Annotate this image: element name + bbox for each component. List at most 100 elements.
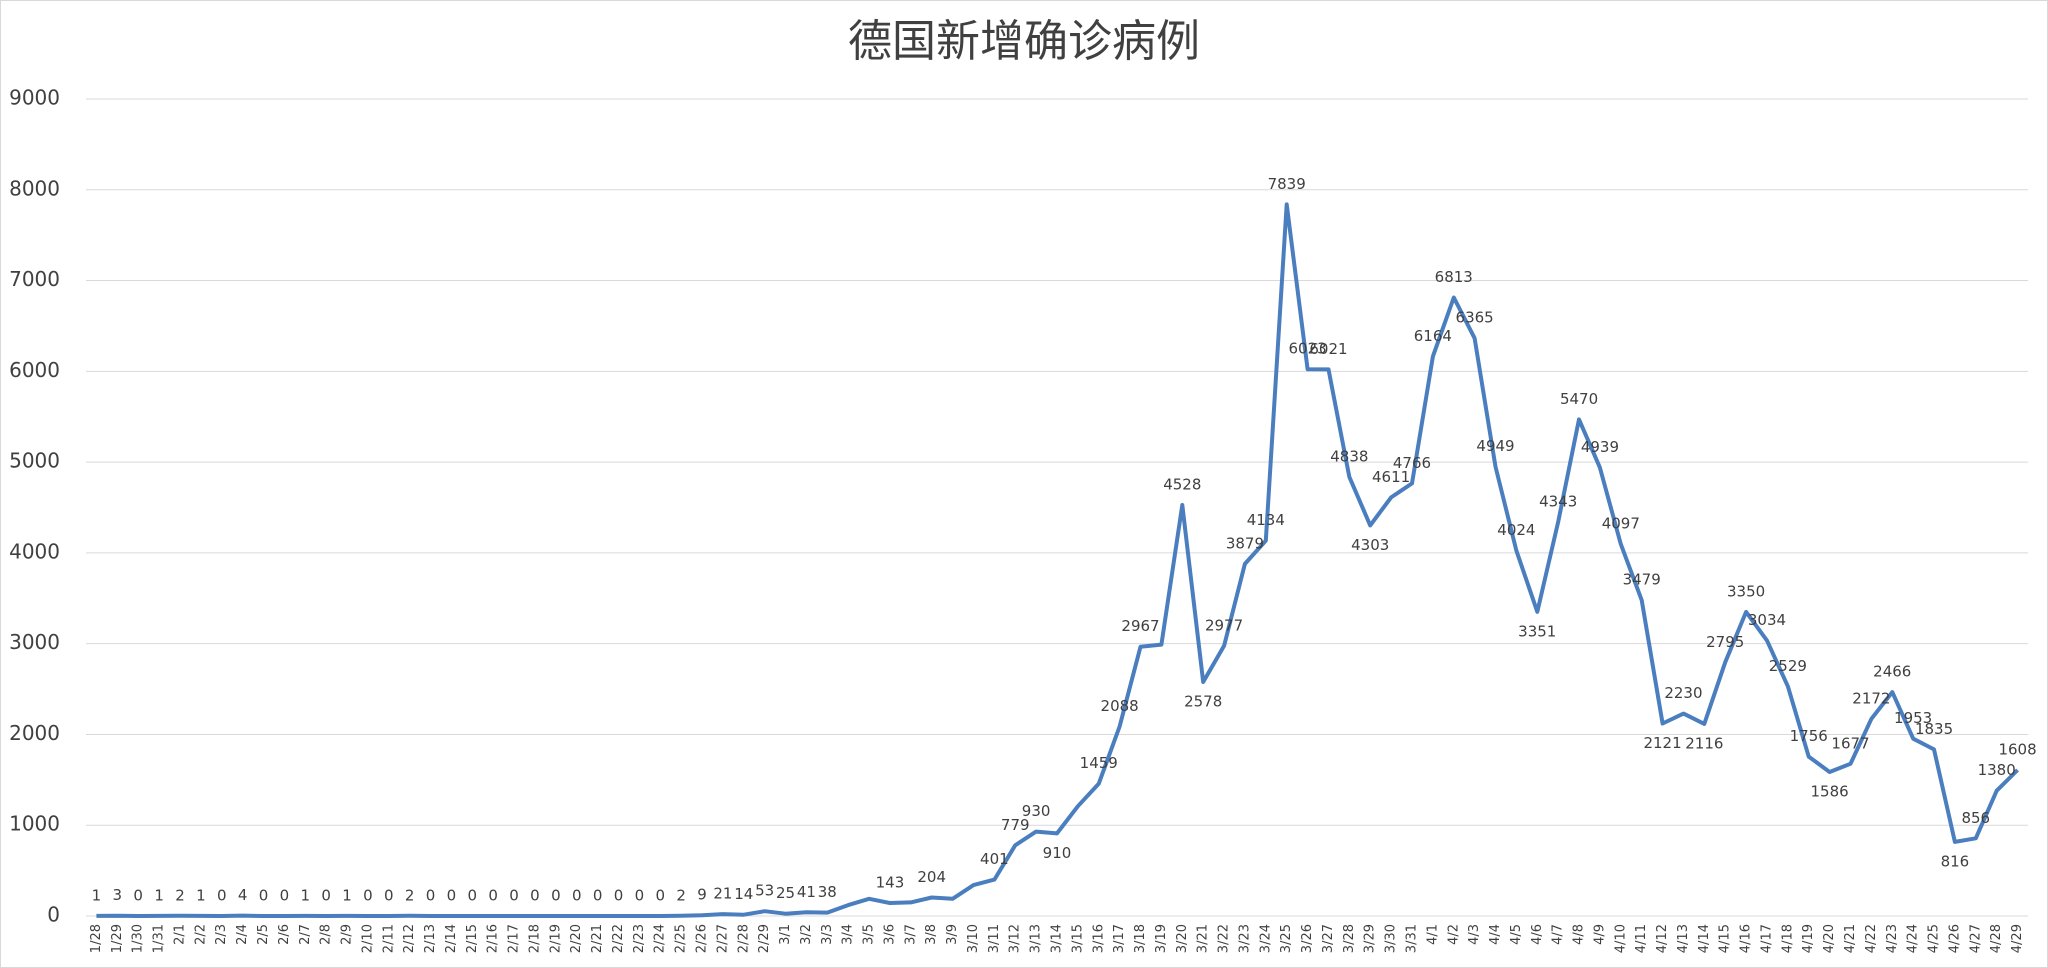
x-tick-label: 4/24 — [1906, 924, 1921, 953]
x-tick-label: 2/28 — [736, 924, 751, 953]
data-label: 38 — [818, 883, 837, 901]
data-line — [96, 202, 2020, 918]
data-label: 2 — [676, 886, 686, 904]
data-label: 930 — [1022, 802, 1051, 820]
data-label: 3351 — [1518, 622, 1556, 640]
x-tick-label: 3/19 — [1154, 924, 1169, 953]
x-tick-label: 3/10 — [966, 924, 981, 953]
x-tick-label: 4/27 — [1968, 924, 1983, 953]
x-tick-label: 2/11 — [381, 924, 396, 953]
data-label: 0 — [551, 887, 561, 905]
y-tick-label: 9000 — [9, 86, 60, 110]
data-label: 6365 — [1456, 309, 1494, 327]
x-tick-label: 3/6 — [882, 924, 897, 945]
x-tick-label: 4/11 — [1634, 924, 1649, 953]
x-tick-label: 2/26 — [695, 924, 710, 953]
x-tick-label: 3/17 — [1112, 924, 1127, 953]
data-label: 53 — [755, 882, 774, 900]
x-tick-label: 3/27 — [1321, 924, 1336, 953]
x-tick-label: 3/13 — [1029, 924, 1044, 953]
data-label: 0 — [321, 887, 331, 905]
x-tick-label: 4/1 — [1425, 924, 1440, 945]
x-tick-label: 2/16 — [486, 924, 501, 953]
x-tick-label: 3/14 — [1050, 924, 1065, 953]
data-label: 2 — [405, 886, 415, 904]
x-tick-label: 2/27 — [715, 924, 730, 953]
x-tick-label: 4/7 — [1551, 924, 1566, 945]
data-label: 0 — [426, 887, 436, 905]
data-label: 3 — [113, 886, 123, 904]
data-label: 1459 — [1080, 754, 1118, 772]
x-tick-label: 4/21 — [1843, 924, 1858, 953]
data-label: 4766 — [1393, 454, 1431, 472]
x-tick-label: 3/5 — [862, 924, 877, 945]
data-label: 2172 — [1852, 689, 1890, 707]
x-tick-label: 3/28 — [1342, 924, 1357, 953]
data-label: 0 — [530, 887, 540, 905]
data-label: 3479 — [1623, 571, 1661, 589]
x-tick-label: 2/21 — [590, 924, 605, 953]
data-label: 0 — [447, 887, 457, 905]
data-label: 0 — [572, 887, 582, 905]
data-label: 779 — [1001, 816, 1030, 834]
x-tick-label: 3/2 — [799, 924, 814, 945]
data-label: 816 — [1941, 852, 1970, 870]
x-tick-label: 4/4 — [1488, 924, 1503, 945]
data-label: 2977 — [1205, 616, 1243, 634]
data-label: 4343 — [1539, 492, 1577, 510]
x-tick-label: 3/31 — [1404, 924, 1419, 953]
x-tick-label: 2/8 — [319, 924, 334, 945]
x-tick-label: 3/16 — [1091, 924, 1106, 953]
x-tick-label: 3/25 — [1279, 924, 1294, 953]
x-tick-label: 2/6 — [277, 924, 292, 945]
x-tick-label: 1/30 — [131, 924, 146, 953]
data-label: 4303 — [1351, 536, 1389, 554]
data-label: 5470 — [1560, 390, 1598, 408]
data-label: 401 — [980, 850, 1009, 868]
data-label: 1953 — [1894, 709, 1932, 727]
x-tick-label: 4/23 — [1885, 924, 1900, 953]
x-tick-label: 1/31 — [152, 924, 167, 953]
data-label: 910 — [1043, 844, 1072, 862]
data-label: 4024 — [1497, 521, 1535, 539]
chart-title: 德国新增确诊病例 — [848, 16, 1200, 67]
x-tick-label: 4/5 — [1509, 924, 1524, 945]
x-tick-label: 2/23 — [632, 924, 647, 953]
x-tick-label: 3/30 — [1384, 924, 1399, 953]
x-tick-label: 3/22 — [1217, 924, 1232, 953]
data-label: 204 — [917, 868, 946, 886]
y-tick-label: 0 — [47, 903, 60, 927]
x-tick-label: 3/21 — [1196, 924, 1211, 953]
x-tick-label: 2/2 — [193, 924, 208, 945]
x-tick-label: 4/26 — [1947, 924, 1962, 953]
data-label: 4134 — [1247, 511, 1285, 529]
x-tick-label: 4/28 — [1989, 924, 2004, 953]
x-tick-label: 3/15 — [1070, 924, 1085, 953]
x-tick-label: 2/18 — [527, 924, 542, 953]
data-label: 2795 — [1706, 633, 1744, 651]
x-tick-label: 4/8 — [1572, 924, 1587, 945]
data-label: 0 — [384, 887, 394, 905]
data-label: 3879 — [1226, 534, 1264, 552]
data-label: 0 — [468, 887, 478, 905]
x-tick-label: 4/15 — [1718, 924, 1733, 953]
x-tick-label: 3/1 — [778, 924, 793, 945]
x-tick-label: 4/17 — [1759, 924, 1774, 953]
x-tick-label: 2/5 — [256, 924, 271, 945]
data-label: 4939 — [1581, 438, 1619, 456]
data-label: 41 — [797, 883, 816, 901]
x-tick-label: 2/13 — [423, 924, 438, 953]
x-tick-label: 2/12 — [402, 924, 417, 953]
data-label: 1 — [196, 886, 206, 904]
x-tick-label: 3/12 — [1008, 924, 1023, 953]
x-tick-label: 2/20 — [569, 924, 584, 953]
data-label: 6813 — [1435, 268, 1473, 286]
x-tick-label: 4/6 — [1530, 924, 1545, 945]
y-tick-label: 5000 — [9, 449, 60, 473]
data-label: 0 — [614, 887, 624, 905]
data-label: 1 — [300, 886, 310, 904]
data-label: 0 — [593, 887, 603, 905]
data-label: 2230 — [1664, 684, 1702, 702]
data-label: 1756 — [1790, 727, 1828, 745]
